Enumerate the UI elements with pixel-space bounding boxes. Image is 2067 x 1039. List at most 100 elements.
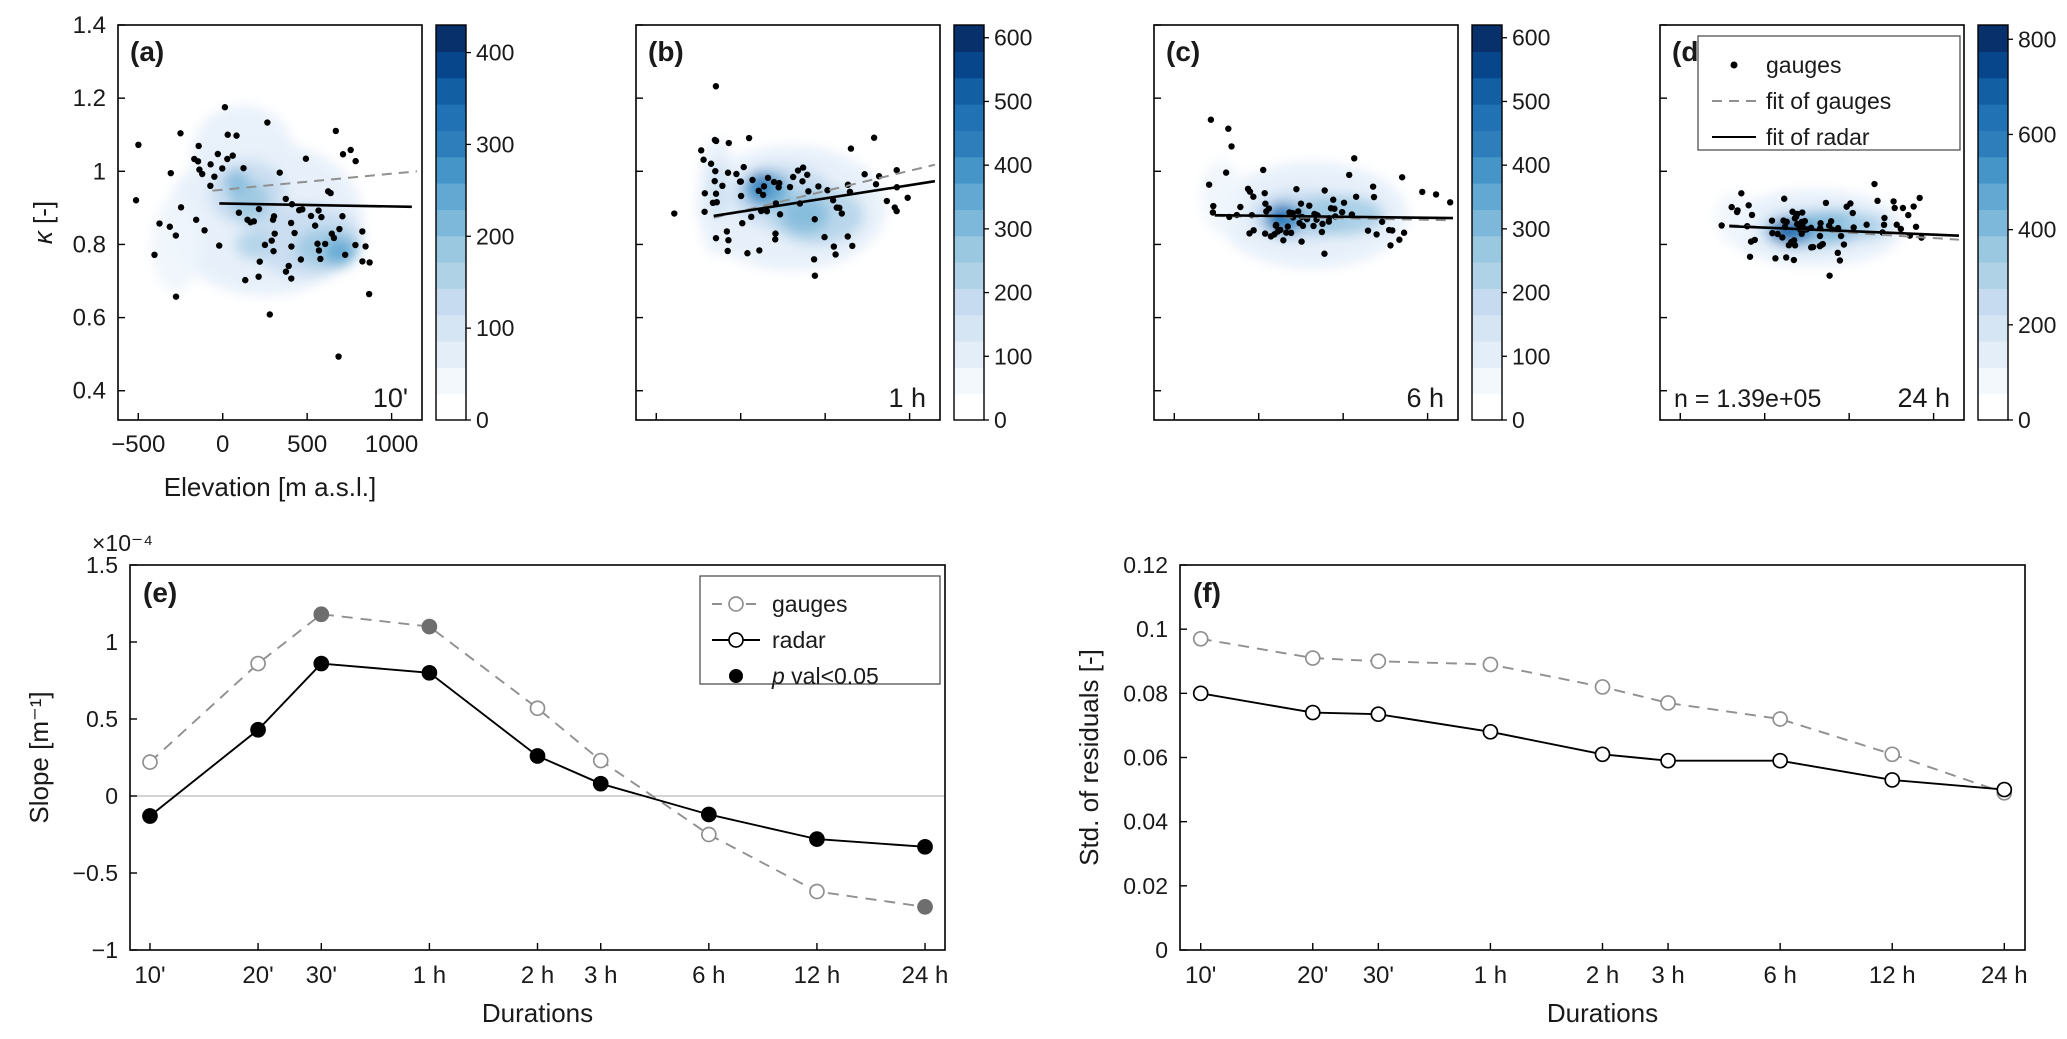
gauge-point bbox=[352, 241, 359, 249]
colorbar-band bbox=[436, 51, 466, 79]
gauges-marker bbox=[917, 899, 933, 915]
gauge-point bbox=[1306, 202, 1313, 209]
density-blob bbox=[708, 160, 729, 219]
gauge-point bbox=[1277, 226, 1284, 234]
gauges-marker bbox=[1370, 653, 1387, 670]
gauge-point bbox=[1287, 229, 1295, 237]
colorbar-band bbox=[1472, 104, 1502, 131]
gauge-point bbox=[737, 192, 745, 200]
legend-item-label: gauges bbox=[1766, 52, 1841, 78]
panel-f: 10' 20' 30' 1 h 2 h 3 h 6 h 12 h 24 h 0 0.02 0.04 0.… bbox=[1074, 552, 2028, 1028]
gauge-point bbox=[1789, 208, 1796, 215]
gauge-point bbox=[755, 187, 762, 195]
gauge-point bbox=[167, 169, 174, 177]
radar-marker bbox=[250, 721, 266, 738]
gauge-point bbox=[1432, 191, 1440, 198]
colorbar-band bbox=[1978, 156, 2008, 184]
y-tick-label: 1.2 bbox=[73, 85, 106, 112]
gauge-point bbox=[288, 275, 295, 282]
fit-of-radar-line bbox=[1214, 213, 1453, 220]
radar-marker bbox=[1192, 685, 1209, 702]
colorbar-band bbox=[1978, 393, 2008, 421]
gauge-point bbox=[211, 173, 218, 180]
duration-tick-label: 1 h bbox=[413, 962, 446, 989]
plot-area bbox=[671, 83, 936, 279]
gauges-marker bbox=[809, 883, 825, 900]
gauge-point bbox=[1850, 224, 1857, 231]
gauge-point bbox=[216, 242, 223, 249]
gauge-point bbox=[1228, 143, 1235, 150]
gauge-point bbox=[1905, 211, 1912, 219]
colorbar-tick-label: 300 bbox=[994, 216, 1032, 242]
gauge-point bbox=[1298, 238, 1305, 245]
gauge-point bbox=[698, 147, 705, 154]
colorbar-band bbox=[1978, 25, 2008, 52]
plot-area bbox=[1201, 116, 1454, 269]
gauge-point bbox=[1745, 202, 1752, 209]
gauge-point bbox=[744, 250, 751, 257]
colorbar-band bbox=[954, 104, 984, 131]
gauge-point bbox=[1899, 204, 1907, 212]
gauge-point bbox=[794, 167, 802, 174]
colorbar-band bbox=[954, 262, 984, 289]
gauges-marker bbox=[1660, 695, 1676, 711]
gauge-point bbox=[811, 216, 818, 223]
gauge-point bbox=[849, 242, 856, 250]
gauge-point bbox=[1790, 256, 1798, 264]
colorbar-band bbox=[1978, 77, 2008, 105]
gauge-point bbox=[314, 240, 321, 247]
gauge-point bbox=[1818, 241, 1826, 248]
y-tick-label: 1.4 bbox=[73, 12, 106, 39]
gauge-point bbox=[1791, 215, 1799, 222]
gauge-point bbox=[172, 232, 180, 239]
gauge-point bbox=[821, 233, 828, 241]
colorbar-band bbox=[1472, 393, 1502, 421]
y-tick-label: 0.06 bbox=[1123, 745, 1168, 771]
gauge-point bbox=[861, 171, 868, 178]
gauge-point bbox=[302, 155, 310, 162]
gauge-point bbox=[1748, 211, 1756, 219]
gauge-point bbox=[1738, 190, 1745, 197]
colorbar-band bbox=[436, 262, 466, 289]
gauge-point bbox=[1280, 237, 1287, 244]
gauge-point bbox=[229, 152, 236, 159]
colorbar-band bbox=[436, 288, 466, 316]
gauge-point bbox=[736, 178, 744, 185]
colorbar-band bbox=[954, 393, 984, 421]
legend-item-label: fit of gauges bbox=[1766, 88, 1891, 114]
italic-token: p bbox=[771, 663, 785, 689]
gauge-point bbox=[336, 225, 343, 233]
panel-letter: (b) bbox=[648, 36, 684, 67]
colorbar-band bbox=[1978, 262, 2008, 289]
gauge-point bbox=[701, 208, 708, 215]
colorbar-tick-label: 100 bbox=[476, 315, 514, 341]
gauge-point bbox=[770, 178, 778, 186]
gauge-scatter-points bbox=[1718, 180, 1925, 279]
colorbar-band bbox=[436, 341, 466, 368]
legend: gauges fit of gauges fit of radar bbox=[1697, 35, 1961, 151]
x-tick-label: −500 bbox=[111, 431, 165, 458]
gauge-point bbox=[733, 170, 740, 178]
gauge-point bbox=[1261, 230, 1269, 237]
gauge-point bbox=[1790, 237, 1798, 244]
colorbar-frame bbox=[435, 24, 467, 421]
gauge-point bbox=[719, 182, 726, 190]
colorbar-band bbox=[954, 130, 984, 158]
plain-token: [-] bbox=[28, 201, 58, 231]
gauge-point bbox=[815, 183, 822, 190]
colorbar: 0 100 200 300 400 500 600 bbox=[1471, 24, 1550, 433]
colorbar-band bbox=[1472, 77, 1502, 105]
legend-open-marker bbox=[728, 596, 744, 612]
colorbar-band bbox=[1978, 209, 2008, 237]
gauge-point bbox=[359, 258, 366, 265]
colorbar-frame bbox=[1471, 24, 1503, 421]
y-tick-label: 0.5 bbox=[86, 706, 118, 732]
duration-tick-label: 24 h bbox=[902, 962, 949, 989]
gauge-point bbox=[1387, 242, 1394, 249]
gauge-point bbox=[339, 151, 347, 158]
gauge-point bbox=[709, 199, 717, 207]
gauge-point bbox=[321, 240, 329, 248]
gauge-point bbox=[725, 236, 732, 244]
gauge-point bbox=[1718, 222, 1725, 229]
